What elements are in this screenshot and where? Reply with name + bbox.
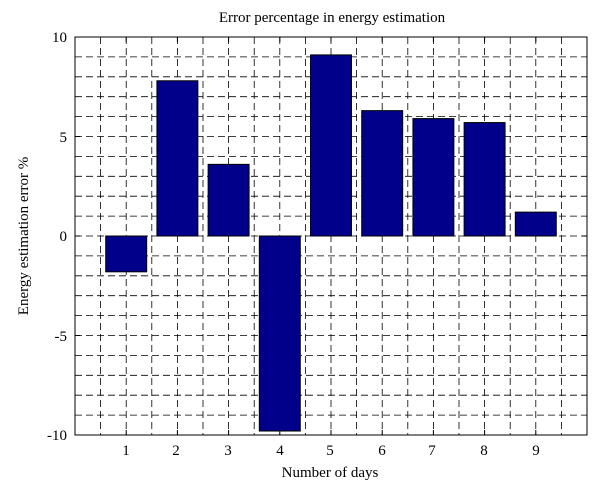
bar: [310, 54, 352, 237]
x-tick-label: 1: [122, 443, 130, 459]
y-tick-label: 0: [60, 229, 68, 245]
bar: [156, 80, 199, 237]
x-tick-label: 4: [276, 443, 284, 459]
y-tick-label: -10: [47, 428, 67, 444]
bars: [105, 54, 557, 432]
y-tick-labels: 10 5 0 -5 -10: [47, 30, 67, 444]
plot-frame: [74, 36, 588, 436]
x-tick-labels: 1 2 3 4 5 6 7 8 9: [122, 443, 540, 459]
bar: [258, 235, 301, 432]
bar: [361, 110, 404, 237]
x-tick-label: 8: [480, 443, 488, 459]
x-tick-label: 9: [532, 443, 540, 459]
bar: [412, 118, 455, 237]
x-axis-label: Number of days: [282, 465, 379, 481]
x-tick-label: 5: [326, 443, 334, 459]
bar: [207, 163, 250, 237]
x-tick-label: 3: [224, 443, 232, 459]
y-axis-label: Energy estimation error %: [16, 157, 32, 315]
bar: [463, 122, 506, 237]
y-tick-label: 10: [52, 30, 67, 46]
x-tick-label: 7: [428, 443, 436, 459]
y-tick-label: -5: [55, 329, 68, 345]
bar: [105, 235, 148, 273]
x-tick-label: 6: [378, 443, 386, 459]
y-tick-label: 5: [60, 130, 68, 146]
x-tick-label: 2: [172, 443, 180, 459]
bar: [514, 211, 557, 237]
chart-title: Error percentage in energy estimation: [219, 10, 446, 26]
